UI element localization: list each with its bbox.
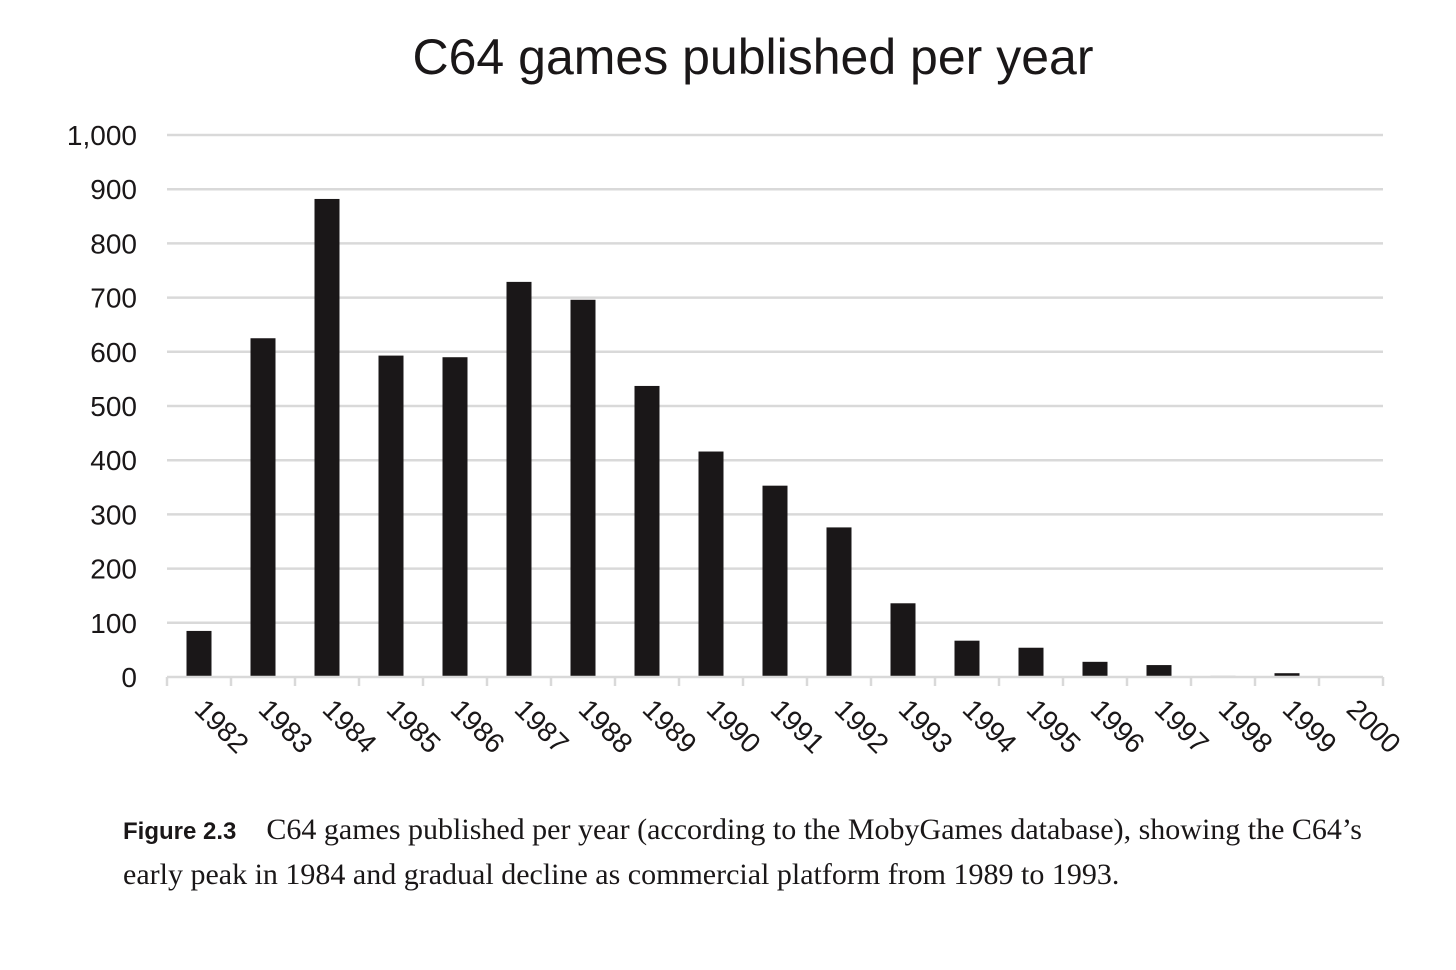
x-axis-tick-labels: 1982198319841985198619871988198919901991… (189, 693, 1407, 759)
x-tick-label: 1983 (253, 693, 319, 759)
x-tick-label: 1984 (317, 693, 383, 759)
bar-1992 (826, 527, 852, 677)
bar-1994 (954, 640, 980, 677)
y-tick-label: 700 (90, 283, 137, 314)
x-tick-label: 1994 (957, 693, 1023, 759)
y-tick-label: 400 (90, 445, 137, 476)
bars (186, 198, 1300, 678)
bar-1993 (890, 603, 916, 677)
bar-1999 (1274, 673, 1300, 677)
y-tick-label: 800 (90, 228, 137, 259)
y-tick-label: 600 (90, 337, 137, 368)
x-tick-label: 2000 (1341, 693, 1407, 759)
bar-1984 (314, 198, 340, 677)
x-tick-label: 1986 (445, 693, 511, 759)
x-tick-label: 1982 (189, 693, 255, 759)
y-tick-label: 100 (90, 608, 137, 639)
x-tick-label: 1997 (1149, 693, 1215, 759)
y-tick-label: 200 (90, 554, 137, 585)
x-tick-label: 1989 (637, 693, 703, 759)
bar-1989 (634, 385, 660, 677)
caption-text: C64 games published per year (according … (123, 813, 1362, 891)
bar-1985 (378, 355, 404, 677)
y-tick-label: 1,000 (67, 120, 137, 151)
x-tick-label: 1988 (573, 693, 639, 759)
bar-1988 (570, 299, 596, 677)
x-tick-label: 1991 (765, 693, 831, 759)
x-tick-label: 1995 (1021, 693, 1087, 759)
x-tick-label: 1985 (381, 693, 447, 759)
bar-1986 (442, 357, 468, 677)
x-tick-label: 1987 (509, 693, 575, 759)
bar-1997 (1146, 665, 1172, 677)
figure-caption: Figure 2.3 C64 games published per year (… (123, 808, 1363, 896)
x-axis (165, 675, 1385, 686)
x-tick-label: 1993 (893, 693, 959, 759)
bar-1990 (698, 451, 724, 677)
x-tick-label: 1998 (1213, 693, 1279, 759)
y-axis-tick-labels: 0 100 200 300 400 500 600 700 800 900 1,000 (67, 120, 137, 693)
y-tick-label: 500 (90, 391, 137, 422)
bar-1983 (250, 338, 276, 677)
x-tick-label: 1992 (829, 693, 895, 759)
bar-1987 (506, 281, 532, 677)
caption-label: Figure 2.3 (123, 818, 237, 845)
x-tick-label: 1999 (1277, 693, 1343, 759)
x-tick-label: 1990 (701, 693, 767, 759)
chart-title: C64 games published per year (412, 29, 1094, 85)
bar-1996 (1082, 661, 1108, 677)
y-tick-label: 900 (90, 174, 137, 205)
bar-1982 (186, 630, 212, 677)
x-tick-label: 1996 (1085, 693, 1151, 759)
bar-1991 (762, 485, 788, 677)
y-tick-label: 300 (90, 499, 137, 530)
bar-1995 (1018, 647, 1044, 677)
y-tick-label: 0 (121, 662, 137, 693)
